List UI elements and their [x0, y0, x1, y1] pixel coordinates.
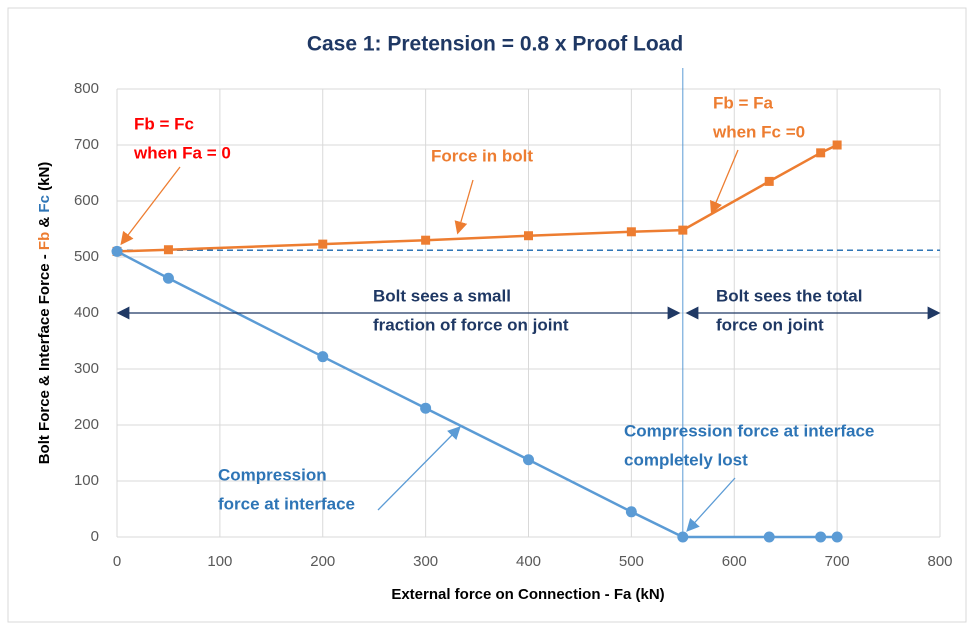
chart-title: Case 1: Pretension = 0.8 x Proof Load — [307, 33, 683, 56]
y-tick-label: 400 — [74, 304, 99, 321]
annotation: Force in bolt — [431, 146, 533, 165]
data-point — [626, 227, 636, 237]
x-axis-label: External force on Connection - Fa (kN) — [391, 586, 664, 603]
data-point — [678, 225, 688, 235]
annotation: Bolt sees the total — [716, 286, 862, 305]
x-tick-label: 100 — [207, 553, 232, 570]
annotation: Compression force at interface — [624, 421, 874, 440]
data-point — [764, 176, 774, 186]
y-tick-label: 500 — [74, 248, 99, 265]
y-tick-label: 700 — [74, 136, 99, 153]
y-label-part: & — [36, 213, 53, 232]
annotation: force on joint — [716, 315, 824, 334]
x-tick-label: 200 — [310, 553, 335, 570]
x-tick-label: 0 — [113, 553, 121, 570]
data-point — [111, 245, 123, 257]
annotation: Bolt sees a small — [373, 286, 511, 305]
data-point — [524, 231, 533, 241]
annotation: force at interface — [218, 494, 355, 513]
y-tick-label: 600 — [74, 192, 99, 209]
y-tick-label: 200 — [74, 416, 99, 433]
data-point — [162, 272, 174, 284]
pointer — [710, 149, 739, 215]
annotation: fraction of force on joint — [373, 315, 569, 334]
data-point — [816, 148, 826, 158]
y-axis-label: Bolt Force & Interface Force - Fb & Fc (… — [36, 162, 53, 465]
y-tick-label: 800 — [74, 80, 99, 97]
y-label-part: Fc — [36, 195, 53, 213]
annotation: Fb = Fa — [713, 93, 774, 112]
y-label-part: (kN) — [36, 162, 53, 195]
y-tick-label: 100 — [74, 472, 99, 489]
data-point — [763, 531, 775, 543]
data-point — [625, 506, 637, 518]
series-line — [116, 143, 838, 253]
pointer — [120, 166, 181, 246]
data-point — [815, 531, 827, 543]
x-tick-label: 700 — [825, 553, 850, 570]
y-label-part: Fb — [36, 232, 53, 250]
x-tick-label: 500 — [619, 553, 644, 570]
pointer — [686, 477, 736, 532]
data-point — [163, 245, 173, 255]
pointer — [377, 426, 461, 511]
annotation: Fb = Fc — [134, 114, 194, 133]
data-point — [831, 531, 843, 543]
x-tick-label: 300 — [413, 553, 438, 570]
pointer — [454, 179, 474, 235]
data-point — [421, 235, 431, 245]
data-point — [318, 239, 328, 249]
x-tick-label: 800 — [927, 553, 952, 570]
y-label-part: Bolt Force & Interface Force - — [36, 250, 53, 464]
data-point — [677, 531, 689, 543]
annotation: when Fa = 0 — [133, 143, 231, 162]
annotation: Compression — [218, 465, 327, 484]
data-point — [832, 140, 842, 150]
x-tick-label: 600 — [722, 553, 747, 570]
annotation: when Fc =0 — [712, 122, 805, 141]
y-tick-label: 0 — [91, 528, 99, 545]
x-tick-label: 400 — [516, 553, 541, 570]
data-point — [420, 402, 432, 414]
annotation: completely lost — [624, 450, 748, 469]
y-tick-label: 300 — [74, 360, 99, 377]
data-point — [317, 351, 329, 363]
data-point — [523, 454, 534, 466]
